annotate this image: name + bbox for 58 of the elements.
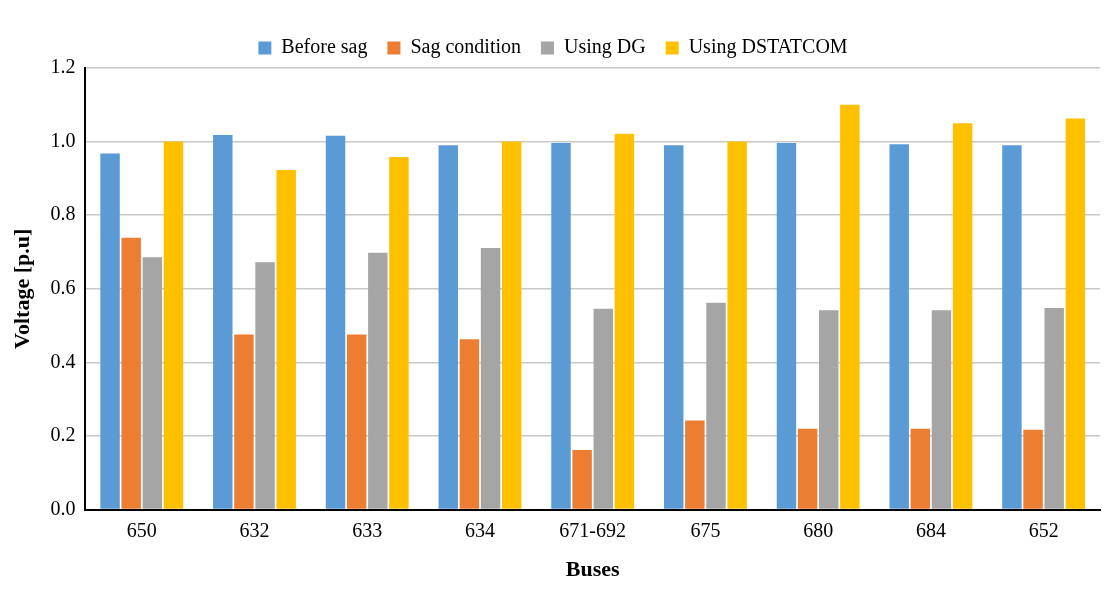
bar	[480, 247, 501, 509]
bar	[100, 153, 120, 509]
bar	[121, 237, 141, 509]
bar	[368, 252, 388, 509]
bar	[840, 104, 860, 509]
bar	[551, 143, 571, 509]
bar	[234, 334, 254, 509]
bar	[142, 257, 163, 509]
bar	[931, 310, 952, 509]
y-axis-title: Voltage [p.u]	[8, 228, 34, 349]
bar	[1065, 118, 1086, 509]
x-tick-label: 671-692	[559, 518, 627, 541]
bar	[685, 420, 705, 509]
x-axis-title: Buses	[565, 556, 621, 582]
bar	[797, 428, 818, 509]
bar	[1023, 429, 1043, 509]
bar	[572, 449, 592, 509]
bar	[255, 262, 275, 509]
y-tick-label: 0.2	[50, 423, 76, 446]
bar	[727, 141, 747, 509]
bar	[346, 334, 367, 509]
bar	[952, 123, 973, 509]
bar	[1044, 307, 1064, 509]
bar	[501, 141, 522, 509]
y-tick-label: 0.6	[50, 276, 76, 299]
legend-label: Using DSTATCOM	[688, 35, 848, 59]
bar	[1002, 145, 1022, 509]
x-tick-label: 675	[690, 518, 721, 541]
y-tick-label: 1.2	[50, 55, 76, 78]
bar	[459, 339, 480, 509]
bar	[819, 310, 839, 509]
bar	[664, 145, 684, 509]
bar	[389, 157, 409, 509]
bar	[325, 135, 346, 509]
x-tick-label: 650	[126, 518, 157, 541]
y-tick-label: 0.4	[50, 349, 76, 372]
legend-label: Using DG	[563, 35, 646, 59]
x-tick-label: 633	[352, 518, 383, 541]
bar	[593, 308, 613, 509]
x-tick-label: 634	[464, 518, 495, 541]
bar	[889, 144, 909, 509]
x-tick-label: 652	[1028, 518, 1059, 541]
legend-label: Sag condition	[410, 35, 521, 59]
bar	[614, 133, 635, 509]
y-tick-label: 1.0	[50, 128, 76, 151]
x-tick-label: 680	[803, 518, 834, 541]
legend-label: Before sag	[281, 35, 368, 59]
bar	[438, 145, 458, 509]
bar	[776, 143, 797, 509]
bar	[706, 302, 726, 509]
y-tick-label: 0.0	[50, 496, 76, 519]
bar	[163, 141, 184, 509]
x-tick-label: 632	[239, 518, 270, 541]
y-tick-label: 0.8	[50, 202, 76, 225]
bar	[213, 134, 233, 509]
bar	[276, 169, 296, 509]
x-tick-label: 684	[915, 518, 946, 541]
bar	[910, 428, 931, 509]
